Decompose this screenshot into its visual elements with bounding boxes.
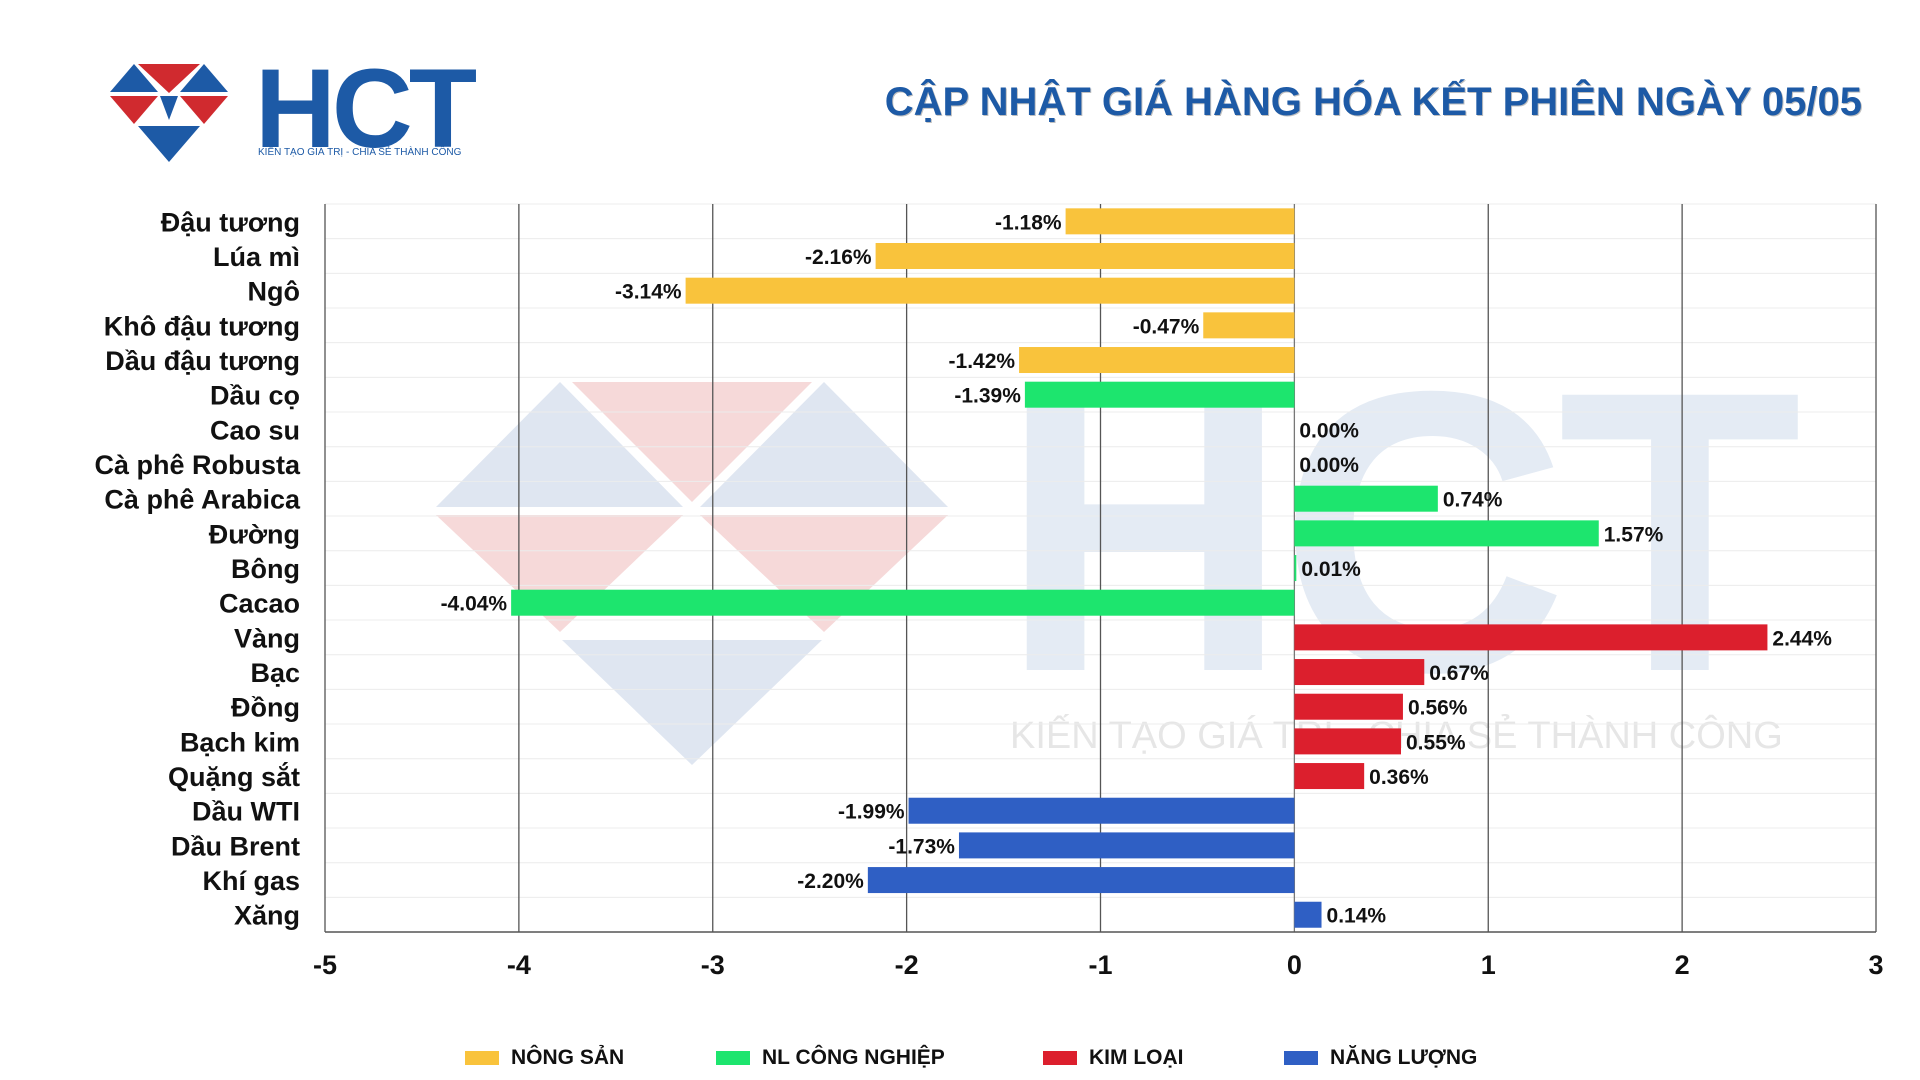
category-label: Dầu WTI: [192, 797, 300, 827]
bar: [1294, 624, 1768, 651]
bar: [1294, 485, 1438, 512]
bar: [867, 867, 1295, 894]
legend-item-nong-san: NÔNG SẢN: [465, 1046, 624, 1070]
bar: [511, 589, 1295, 616]
bars: [511, 208, 1768, 928]
category-label: Khí gas: [202, 866, 300, 896]
x-tick-label: -2: [895, 950, 919, 980]
value-labels: -1.18% -2.16% -3.14% -0.47% -1.42% -1.39% 0.00…: [441, 211, 1833, 927]
category-label: Đường: [209, 519, 300, 549]
category-label: Xăng: [234, 901, 300, 931]
bar: [1294, 763, 1365, 790]
bar: [1065, 208, 1295, 235]
category-label: Đậu tương: [161, 207, 300, 237]
x-tick-label: -4: [507, 950, 531, 980]
category-label: Dầu đậu tương: [105, 346, 300, 376]
data-label: -2.20%: [797, 870, 864, 893]
x-tick-label: -1: [1088, 950, 1112, 980]
logo-wordmark: HCT: [255, 46, 477, 171]
data-label: 0.14%: [1327, 905, 1387, 928]
category-label: Đồng: [231, 693, 300, 723]
logo-diamond-icon: [110, 64, 228, 162]
bar: [1294, 659, 1425, 686]
data-label: 0.74%: [1443, 489, 1503, 512]
data-label: -3.14%: [615, 281, 682, 304]
legend-label: KIM LOẠI: [1089, 1046, 1184, 1069]
x-tick-label: 1: [1481, 950, 1496, 980]
data-label: -0.47%: [1133, 315, 1200, 338]
bar: [875, 243, 1295, 270]
legend: NÔNG SẢN NL CÔNG NGHIỆP KIM LOẠI NĂNG LƯ…: [0, 1046, 1920, 1072]
legend-swatch: [1043, 1051, 1077, 1065]
bar: [1203, 312, 1295, 339]
data-label: -1.18%: [995, 211, 1062, 234]
legend-item-nl-cong-nghiep: NL CÔNG NGHIỆP: [716, 1046, 945, 1070]
data-label: 0.67%: [1429, 662, 1489, 685]
category-label: Cacao: [219, 589, 300, 619]
category-label: Bông: [231, 554, 300, 584]
data-label: 0.00%: [1299, 454, 1359, 477]
x-tick-label: 2: [1675, 950, 1690, 980]
x-tick-label: -5: [313, 950, 337, 980]
category-label: Quặng sắt: [168, 761, 300, 792]
category-label: Dầu Brent: [171, 831, 300, 861]
watermark-logo-mark: [436, 382, 948, 765]
data-label: -1.99%: [838, 801, 905, 824]
category-label: Cao su: [210, 415, 300, 445]
page-title: CẬP NHẬT GIÁ HÀNG HÓA KẾT PHIÊN NGÀY 05/…: [884, 80, 1862, 124]
hct-logo: HCT KIẾN TẠO GIÁ TRỊ - CHIA SẺ THÀNH CÔN…: [110, 46, 477, 171]
data-label: 1.57%: [1604, 523, 1664, 546]
legend-item-kim-loai: KIM LOẠI: [1043, 1046, 1184, 1070]
data-label: -1.42%: [949, 350, 1016, 373]
x-tick-label: 3: [1868, 950, 1883, 980]
legend-label: NL CÔNG NGHIỆP: [762, 1046, 945, 1069]
bar: [1024, 381, 1295, 408]
bar: [1294, 901, 1322, 928]
category-label: Cà phê Arabica: [104, 485, 301, 515]
x-tick-label: 0: [1287, 950, 1302, 980]
legend-swatch: [716, 1051, 750, 1065]
bar: [1294, 728, 1402, 755]
x-tick-labels: -5 -4 -3 -2 -1 0 1 2 3: [313, 950, 1884, 980]
bar: [1294, 555, 1297, 582]
data-label: 0.36%: [1369, 766, 1429, 789]
logo-slogan: KIẾN TẠO GIÁ TRỊ - CHIA SẺ THÀNH CÔNG: [258, 147, 462, 158]
category-label: Lúa mì: [213, 242, 300, 272]
bar: [908, 797, 1295, 824]
data-label: -2.16%: [805, 246, 872, 269]
category-label: Bạc: [250, 658, 300, 688]
data-label: 0.00%: [1299, 419, 1359, 442]
category-label: Dầu cọ: [210, 381, 300, 411]
data-label: 0.56%: [1408, 697, 1468, 720]
category-label: Khô đậu tương: [104, 311, 300, 341]
legend-label: NĂNG LƯỢNG: [1330, 1046, 1478, 1069]
data-label: -1.73%: [888, 835, 955, 858]
data-label: 2.44%: [1772, 627, 1832, 650]
bar: [1294, 520, 1599, 547]
legend-swatch: [1284, 1051, 1318, 1065]
legend-item-nang-luong: NĂNG LƯỢNG: [1284, 1046, 1477, 1070]
data-label: 0.55%: [1406, 731, 1466, 754]
bar: [685, 277, 1295, 304]
bar: [1294, 693, 1403, 720]
data-label: -1.39%: [954, 385, 1021, 408]
x-tick-label: -3: [701, 950, 725, 980]
category-label: Bạch kim: [180, 727, 300, 757]
data-label: -4.04%: [441, 593, 508, 616]
bar: [1019, 347, 1295, 374]
legend-label: NÔNG SẢN: [511, 1046, 625, 1069]
bar: [958, 832, 1295, 859]
data-label: 0.01%: [1301, 558, 1361, 581]
category-label: Cà phê Robusta: [94, 450, 301, 480]
legend-swatch: [465, 1051, 499, 1065]
category-label: Vàng: [234, 623, 300, 653]
category-labels: Đậu tương Lúa mì Ngô Khô đậu tương Dầu đậu t…: [94, 207, 301, 930]
category-label: Ngô: [248, 277, 300, 307]
